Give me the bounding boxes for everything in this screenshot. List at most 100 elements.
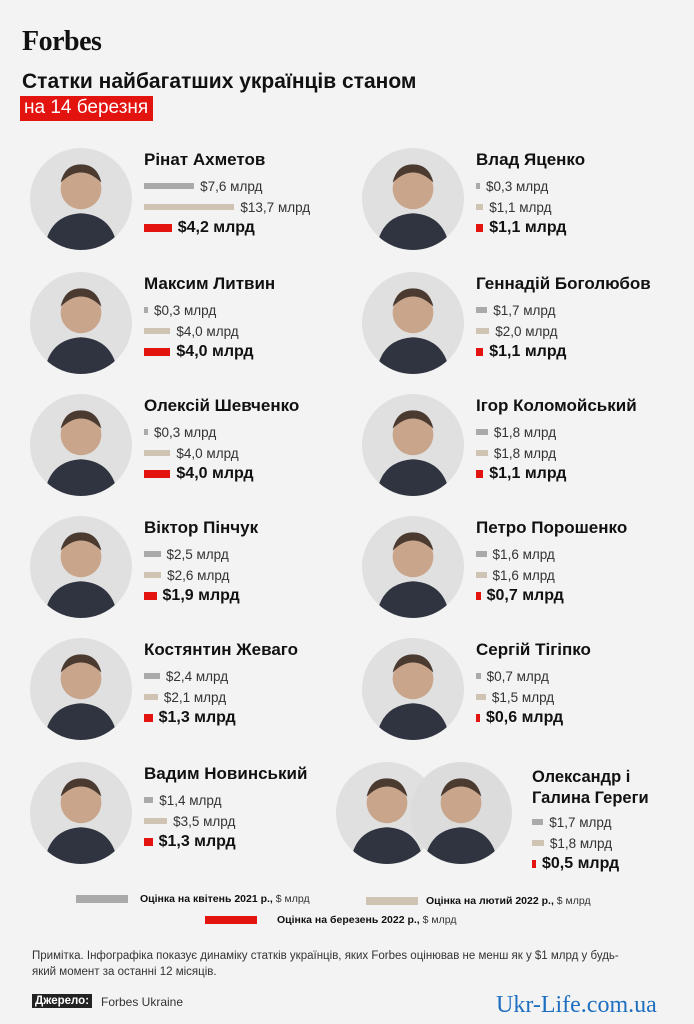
person-name: Ігор Коломойський <box>476 396 637 415</box>
person-card: Сергій Тігіпко $0,7 млрд $1,5 млрд $0,6 млр… <box>362 638 692 746</box>
bar-value-label: $4,2 млрд <box>177 219 255 236</box>
bar-value-label: $2,4 млрд <box>165 669 229 684</box>
bar-value-label: $1,1 млрд <box>489 465 567 482</box>
bar-value-label: $1,1 млрд <box>489 200 552 215</box>
bar-value-label: $4,0 млрд <box>176 343 254 360</box>
bar-value-label: $4,0 млрд <box>176 446 239 461</box>
person-card: Олександр і Галина Гереги $1,7 млрд $1,8 м… <box>336 762 666 872</box>
legend-april-2021: Оцінка на квітень 2021 р., $ млрд <box>140 893 310 905</box>
bar-value-label: $1,3 млрд <box>158 709 236 726</box>
portrait-photo <box>30 148 132 250</box>
person-card: Віктор Пінчук $2,5 млрд $2,6 млрд $1,9 млрд <box>30 516 360 624</box>
bar-april-2021 <box>144 673 160 679</box>
bar-value-label: $0,7 млрд <box>486 587 564 604</box>
person-name: Олексій Шевченко <box>144 396 300 415</box>
bar-march-2022 <box>476 348 484 356</box>
portrait-photo <box>362 516 464 618</box>
forbes-logo: Forbes <box>22 26 102 57</box>
portrait-photo <box>30 762 132 864</box>
bar-value-label: $2,1 млрд <box>163 690 227 705</box>
bar-april-2021 <box>144 183 195 189</box>
bar-april-2021 <box>144 429 148 435</box>
bar-march-2022 <box>144 470 171 478</box>
bar-value-label: $0,3 млрд <box>154 303 217 318</box>
bar-value-label: $4,0 млрд <box>176 324 239 339</box>
bar-value-label: $1,4 млрд <box>159 793 222 808</box>
bar-value-label: $1,5 млрд <box>491 690 555 705</box>
bar-march-2022 <box>144 714 153 722</box>
bar-march-2022 <box>144 224 172 232</box>
bar-feb-2022 <box>144 818 168 824</box>
person-name: Петро Порошенко <box>476 518 628 537</box>
bar-value-label: $1,6 млрд <box>492 547 555 562</box>
bar-value-label: $1,8 млрд <box>549 836 613 851</box>
bar-march-2022 <box>144 348 171 356</box>
legend-swatch-april-2021 <box>76 895 128 903</box>
person-card: Ігор Коломойський $1,8 млрд $1,8 млрд $1,1 … <box>362 394 692 502</box>
portrait-photo <box>30 516 132 618</box>
legend-march-2022: Оцінка на березень 2022 р., $ млрд <box>277 914 457 926</box>
bar-march-2022 <box>476 224 484 232</box>
bar-value-label: $1,7 млрд <box>549 815 612 830</box>
bar-march-2022 <box>144 838 153 846</box>
legend-swatch-feb-2022 <box>366 897 418 905</box>
portrait-photo <box>30 394 132 496</box>
bar-april-2021 <box>476 429 488 435</box>
person-name: Вадим Новинський <box>144 764 308 783</box>
legend-swatch-march-2022 <box>205 916 257 924</box>
person-card: Олексій Шевченко $0,3 млрд $4,0 млрд $4,0 м… <box>30 394 360 502</box>
footnote: Примітка. Інфографіка показує динаміку с… <box>32 950 619 978</box>
bar-feb-2022 <box>144 328 171 334</box>
bar-value-label: $0,3 млрд <box>154 425 217 440</box>
person-card: Костянтин Жеваго $2,4 млрд $2,1 млрд $1,3 м… <box>30 638 360 746</box>
bar-march-2022 <box>532 860 536 868</box>
person-name: Віктор Пінчук <box>144 518 259 537</box>
bar-value-label: $0,7 млрд <box>486 669 549 684</box>
bar-value-label: $1,8 млрд <box>493 446 557 461</box>
bar-value-label: $7,6 млрд <box>200 179 263 194</box>
bar-value-label: $1,7 млрд <box>493 303 556 318</box>
bar-april-2021 <box>476 673 481 679</box>
portrait-photo <box>362 638 464 740</box>
bar-value-label: $13,7 млрд <box>240 200 311 215</box>
portrait-photo <box>30 638 132 740</box>
legend-feb-2022: Оцінка на лютий 2022 р., $ млрд <box>426 895 591 907</box>
bar-value-label: $1,1 млрд <box>489 343 567 360</box>
bar-feb-2022 <box>476 572 487 578</box>
bar-value-label: $1,8 млрд <box>493 425 557 440</box>
bar-value-label: $1,6 млрд <box>492 568 555 583</box>
portrait-photo <box>362 272 464 374</box>
bar-feb-2022 <box>476 328 490 334</box>
person-name: Рінат Ахметов <box>144 150 266 169</box>
source-label: Джерело: <box>32 994 93 1008</box>
bar-april-2021 <box>144 797 154 803</box>
bar-feb-2022 <box>144 450 171 456</box>
bar-feb-2022 <box>144 204 235 210</box>
bar-march-2022 <box>476 714 480 722</box>
bar-feb-2022 <box>476 450 488 456</box>
watermark: Ukr-Life.com.ua <box>496 992 657 1018</box>
person-name: Влад Яценко <box>476 150 586 169</box>
bar-april-2021 <box>144 307 148 313</box>
person-card: Петро Порошенко $1,6 млрд $1,6 млрд $0,7 мл… <box>362 516 692 624</box>
portrait-photo <box>410 762 512 864</box>
bar-feb-2022 <box>476 694 486 700</box>
bar-value-label: $0,6 млрд <box>486 709 564 726</box>
bar-april-2021 <box>532 819 544 825</box>
bar-march-2022 <box>476 470 484 478</box>
portrait-photo <box>362 148 464 250</box>
bar-value-label: $0,5 млрд <box>542 855 620 872</box>
bar-value-label: $0,3 млрд <box>486 179 549 194</box>
bar-feb-2022 <box>144 572 162 578</box>
bar-value-label: $2,5 млрд <box>166 547 229 562</box>
bar-feb-2022 <box>476 204 484 210</box>
bar-value-label: $1,9 млрд <box>162 587 240 604</box>
person-name: Олександр і Галина Гереги <box>532 768 649 807</box>
bar-april-2021 <box>476 551 487 557</box>
person-card: Рінат Ахметов $7,6 млрд $13,7 млрд $4,2 млр… <box>30 148 360 256</box>
bar-value-label: $3,5 млрд <box>173 814 236 829</box>
bar-april-2021 <box>476 183 480 189</box>
bar-march-2022 <box>476 592 481 600</box>
portrait-photo <box>362 394 464 496</box>
person-name: Максим Литвин <box>144 274 276 293</box>
